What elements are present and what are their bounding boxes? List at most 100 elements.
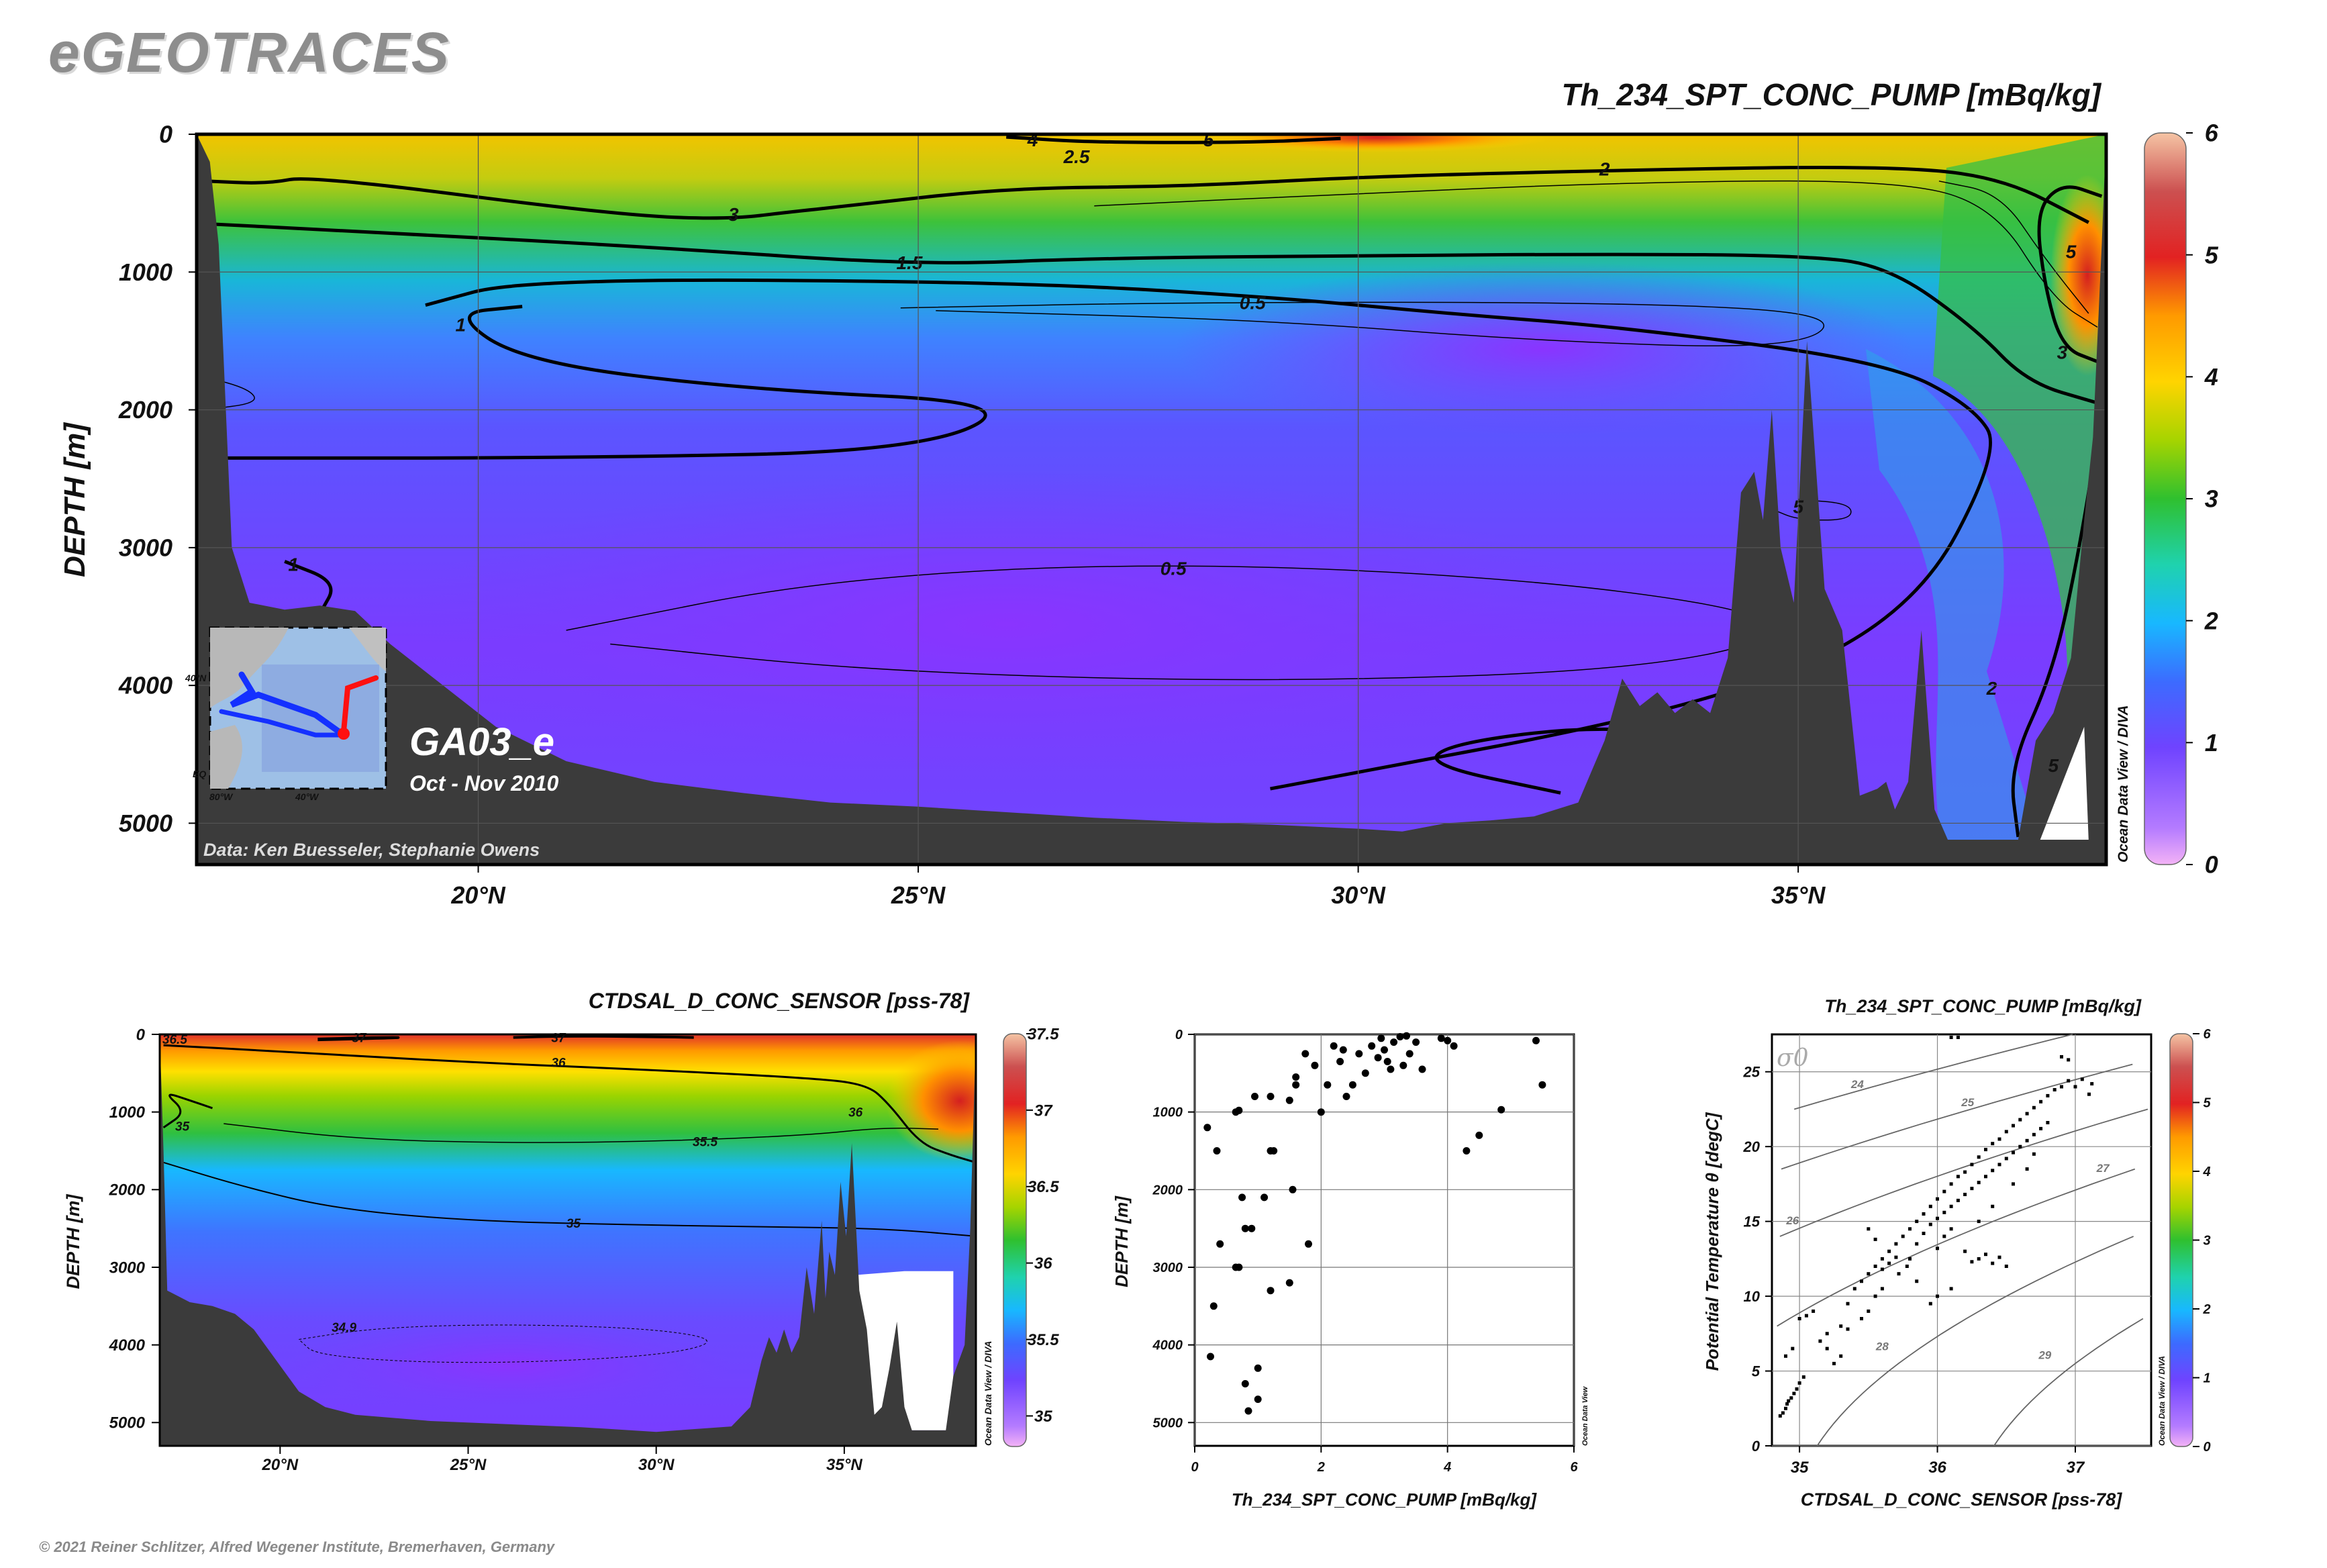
data-point: [1497, 1106, 1505, 1114]
data-point: [1905, 1265, 1909, 1268]
isopycnal-label: 29: [2038, 1349, 2051, 1362]
colorbar-tick-label: 0: [2205, 851, 2218, 879]
colorbar-tick-label: 4: [2202, 1165, 2210, 1179]
data-point: [1825, 1346, 1829, 1351]
data-point: [1970, 1260, 1974, 1264]
data-point: [2032, 1132, 2036, 1136]
data-point: [1387, 1065, 1395, 1073]
colorbar-tick-label: 1: [2205, 729, 2218, 756]
brand-logo: eGEOTRACES: [48, 21, 450, 84]
data-point: [2046, 1093, 2050, 1097]
depth-scatter-frame: [1193, 1033, 1575, 1447]
data-point: [1285, 1096, 1293, 1104]
data-point: [1936, 1294, 1939, 1298]
y-tick-label: 3000: [109, 1259, 146, 1277]
data-point: [1785, 1402, 1789, 1406]
data-point: [1787, 1399, 1791, 1403]
salinity-section-panel: CTDSAL_D_CONC_SENSOR [pss-78] 36.5 37 3736…: [63, 989, 1059, 1474]
y-tick-label: 25: [1743, 1064, 1761, 1081]
salinity-section-title: CTDSAL_D_CONC_SENSOR [pss-78]: [589, 989, 971, 1013]
contour-label: 35: [566, 1217, 581, 1231]
data-point: [1922, 1232, 1926, 1235]
data-point: [2004, 1157, 2008, 1161]
data-point: [2067, 1058, 2071, 1062]
data-point: [2032, 1152, 2036, 1156]
contour-line: [298, 1324, 707, 1363]
data-point: [1949, 1036, 1953, 1039]
data-point: [1942, 1189, 1946, 1193]
y-tick-label: 0: [136, 1026, 146, 1044]
contour-label: 36.5: [162, 1033, 187, 1047]
salinity-watermark: Ocean Data View / DIVA: [983, 1341, 993, 1446]
main-east-blue-wedge: [1866, 349, 2047, 865]
contour-label: 5: [2048, 755, 2059, 776]
data-point: [1963, 1193, 1967, 1196]
data-point: [1818, 1339, 1822, 1343]
data-point: [1396, 1033, 1404, 1040]
data-point: [2039, 1099, 2043, 1104]
data-point: [1216, 1240, 1224, 1248]
contour-label: 34.9: [332, 1321, 356, 1335]
copyright-notice: © 2021 Reiner Schlitzer, Alfred Wegener …: [39, 1538, 555, 1555]
data-point: [1532, 1036, 1540, 1044]
colorbar-ramp: [2144, 132, 2187, 865]
main-ylabel: DEPTH [m]: [58, 422, 91, 577]
contour-label: 2.5: [1063, 146, 1090, 167]
data-point: [1949, 1182, 1953, 1186]
x-tick-label: 4: [1443, 1460, 1451, 1475]
depth-scatter-xlabel: Th_234_SPT_CONC_PUMP [mBq/kg]: [1232, 1489, 1537, 1510]
ts-title: Th_234_SPT_CONC_PUMP [mBq/kg]: [1824, 996, 2142, 1016]
data-point: [1867, 1227, 1871, 1231]
y-tick-label: 10: [1744, 1288, 1761, 1305]
y-tick-label: 5: [1752, 1363, 1761, 1380]
contour-label: 1: [288, 554, 299, 575]
data-point: [1791, 1346, 1795, 1351]
data-point: [2012, 1150, 2015, 1155]
salinity-axes: 20°N 25°N 30°N 35°N 0 1000 2000 3000 4000 5000: [109, 1026, 863, 1474]
x-tick-label: 30°N: [1331, 881, 1385, 909]
isopycnal-line: [1993, 1318, 2144, 1447]
data-point: [1825, 1332, 1829, 1336]
data-point: [1784, 1354, 1787, 1358]
y-tick-label: 3000: [119, 534, 172, 561]
contour-line: [224, 1123, 939, 1143]
data-point: [2073, 1085, 2077, 1089]
data-point: [1956, 1036, 1960, 1039]
data-point: [1832, 1361, 1836, 1365]
y-tick-label: 0: [1752, 1438, 1761, 1455]
depth-scatter-grid: [1194, 1034, 1575, 1446]
data-point: [1804, 1314, 1808, 1318]
data-point: [1254, 1364, 1262, 1372]
x-tick-label: 30°N: [638, 1456, 675, 1474]
ts-ylabel: Potential Temperature θ [degC]: [1702, 1112, 1722, 1371]
x-tick-label: 25°N: [450, 1456, 487, 1474]
data-point: [1942, 1210, 1946, 1214]
data-point: [1991, 1204, 1995, 1208]
data-point: [1475, 1131, 1483, 1139]
isopycnal-line: [1777, 1168, 2136, 1327]
colorbar-tick-label: 35: [1034, 1408, 1052, 1426]
data-point: [1984, 1253, 1987, 1257]
data-point: [1235, 1106, 1243, 1114]
data-point: [1463, 1147, 1471, 1155]
data-point: [1437, 1034, 1445, 1042]
contour-label: 36: [848, 1106, 863, 1120]
data-point: [1450, 1042, 1458, 1050]
data-point: [1887, 1261, 1891, 1265]
data-point: [1887, 1249, 1891, 1253]
data-point: [2060, 1055, 2063, 1059]
salinity-contour-lines: [162, 1034, 976, 1363]
data-point: [1324, 1081, 1332, 1089]
data-point: [2090, 1082, 2094, 1086]
contour-label: 3: [728, 204, 739, 225]
data-point: [1873, 1237, 1877, 1241]
y-tick-label: 1000: [119, 258, 172, 286]
colorbar-tick-label: 35.5: [1028, 1331, 1059, 1349]
colorbar-tick-label: 36: [1034, 1255, 1052, 1273]
main-bathymetry: [197, 134, 2106, 865]
data-point: [1292, 1081, 1300, 1089]
data-point: [1207, 1353, 1214, 1361]
data-point: [1444, 1036, 1452, 1044]
x-tick-label: 20°N: [450, 881, 505, 909]
data-point: [1292, 1073, 1300, 1081]
